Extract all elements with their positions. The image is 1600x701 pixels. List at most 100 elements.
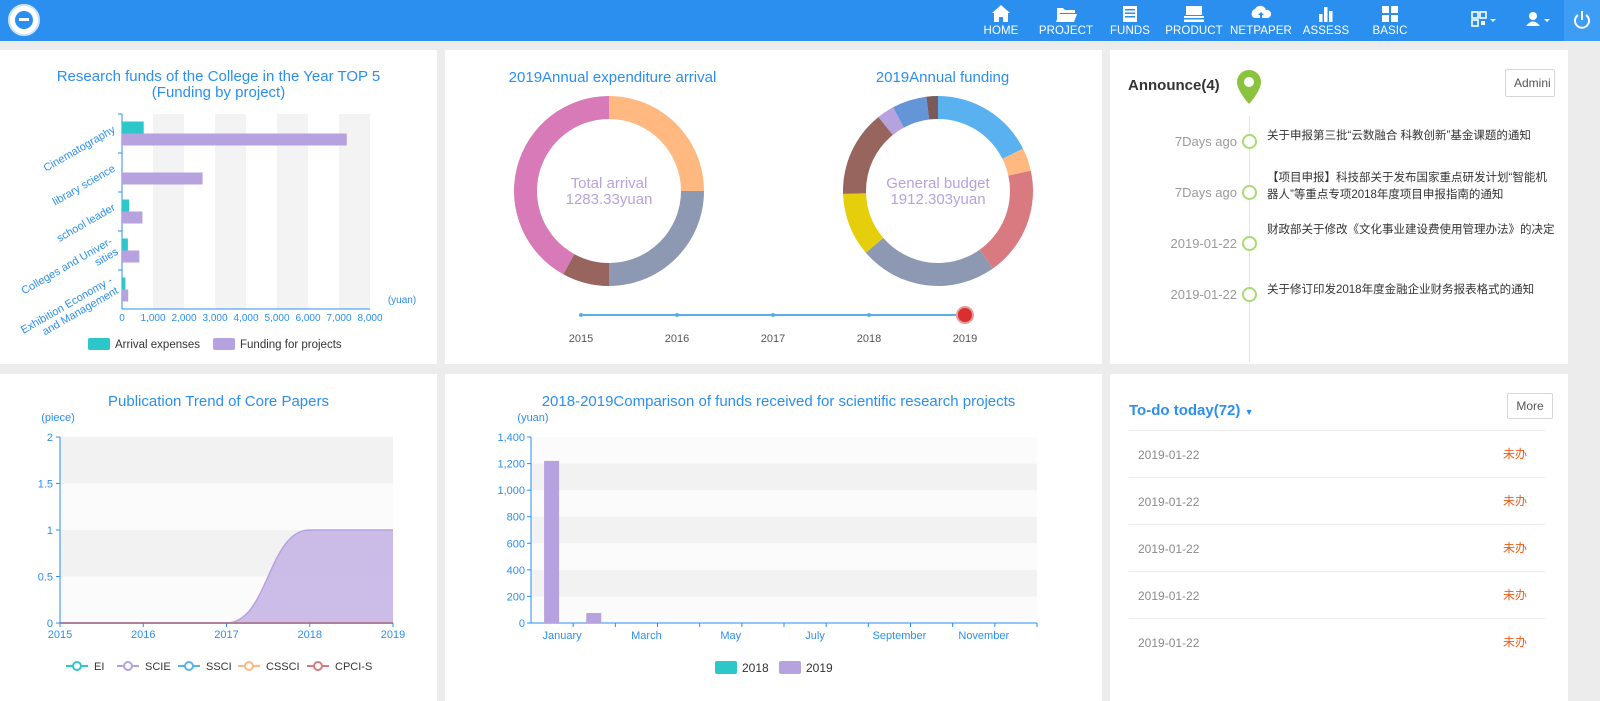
timeline-year-label: 2017 bbox=[761, 333, 785, 345]
y-tick-label: 1.5 bbox=[38, 479, 53, 491]
bar-funding bbox=[122, 289, 129, 302]
todo-status: 未办 bbox=[1502, 541, 1527, 555]
announce-date: 2019-01-22 bbox=[1170, 287, 1238, 302]
todo-date: 2019-01-22 bbox=[1138, 495, 1200, 509]
nav-funds-label: FUNDS bbox=[1109, 25, 1151, 37]
stack-icon bbox=[1184, 6, 1204, 22]
x-tick-label: 6,000 bbox=[295, 313, 320, 324]
cloud-upload-icon bbox=[1251, 5, 1272, 22]
bar-funding bbox=[122, 211, 143, 224]
timeline-tick bbox=[771, 313, 775, 317]
nav-home[interactable]: HOME bbox=[976, 0, 1026, 41]
legend-swatch-2018 bbox=[715, 661, 737, 674]
top5-funds-panel: Research funds of the College in the Yea… bbox=[0, 50, 437, 364]
legend-swatch-funding bbox=[213, 338, 235, 350]
user-icon bbox=[1526, 12, 1550, 26]
todo-title[interactable]: To-do today(72) ▼ bbox=[1129, 402, 1253, 419]
grid-band bbox=[60, 437, 393, 484]
more-button[interactable]: More bbox=[1507, 393, 1553, 419]
todo-status: 未办 bbox=[1502, 588, 1527, 602]
announce-date: 2019-01-22 bbox=[1170, 236, 1238, 251]
timeline-node bbox=[1242, 134, 1257, 149]
nav-product[interactable]: PRODUCT bbox=[1164, 0, 1224, 41]
y-axis-unit: (piece) bbox=[41, 412, 75, 424]
funds-comparison-title: 2018-2019Comparison of funds received fo… bbox=[541, 393, 1016, 410]
grid-band bbox=[531, 516, 1037, 544]
qrcode-icon bbox=[1471, 11, 1496, 27]
nav-basic-label: BASIC bbox=[1372, 25, 1408, 37]
x-tick-label: July bbox=[805, 630, 825, 642]
core-papers-panel: Publication Trend of Core Papers 0 0.5 1 1.… bbox=[0, 374, 437, 701]
nav-funds[interactable]: FUNDS bbox=[1106, 0, 1154, 41]
x-tick-label: May bbox=[720, 630, 741, 642]
y-tick-label: 1,400 bbox=[497, 432, 525, 444]
todo-item[interactable]: 2019-01-22 未办 bbox=[1129, 571, 1545, 618]
y-tick-label: 600 bbox=[507, 538, 525, 550]
arrival-donut-slice bbox=[514, 96, 609, 275]
legend-label: SCIE bbox=[145, 661, 171, 673]
nav-project-label: PROJECT bbox=[1038, 25, 1094, 37]
legend-label-2019: 2019 bbox=[806, 661, 833, 675]
x-tick-label: 8,000 bbox=[357, 313, 382, 324]
todo-item[interactable]: 2019-01-22 未办 bbox=[1129, 477, 1545, 524]
todo-date: 2019-01-22 bbox=[1138, 636, 1200, 650]
nav-project[interactable]: PROJECT bbox=[1036, 0, 1096, 41]
power-icon bbox=[1574, 11, 1590, 29]
funding-donut-slice bbox=[893, 96, 930, 128]
y-tick-label: 0 bbox=[47, 618, 53, 630]
user-menu[interactable] bbox=[1524, 10, 1552, 31]
grid-band bbox=[277, 114, 308, 309]
bar-funding bbox=[122, 250, 140, 263]
legend-marker bbox=[244, 661, 254, 671]
announce-text: 财政部关于修改《文化事业建设费使用管理办法》的决定 bbox=[1267, 224, 1555, 236]
series-area-scie bbox=[60, 530, 393, 623]
arrival-donut-center-value: 1283.33yuan bbox=[566, 191, 653, 208]
funds-comparison-panel: 2018-2019Comparison of funds received fo… bbox=[445, 374, 1102, 701]
funding-donut-slice bbox=[1002, 148, 1031, 176]
todo-item[interactable]: 2019-01-22 未办 bbox=[1129, 430, 1545, 477]
y-tick-label: 800 bbox=[507, 512, 525, 524]
top-nav-bar: HOME PROJECT FUNDS PRODUCT NETPAPER ASSE… bbox=[0, 0, 1600, 41]
todo-status: 未办 bbox=[1502, 447, 1527, 461]
legend-swatch-2019 bbox=[779, 661, 801, 674]
university-logo[interactable] bbox=[8, 4, 40, 36]
timeline-node bbox=[1242, 236, 1257, 251]
grid-band bbox=[531, 569, 1037, 597]
bar-funding bbox=[122, 172, 203, 185]
grid-band bbox=[531, 490, 1037, 517]
announce-title: Announce(4) bbox=[1128, 77, 1220, 94]
x-tick-label: 0 bbox=[119, 313, 125, 324]
logout-button[interactable] bbox=[1564, 0, 1600, 41]
grid-band bbox=[531, 437, 1037, 464]
timeline-tick bbox=[579, 313, 583, 317]
admin-button[interactable]: Admini bbox=[1505, 69, 1555, 97]
todo-title-text: To-do today(72) bbox=[1129, 402, 1241, 419]
qrcode-menu[interactable] bbox=[1470, 10, 1498, 31]
todo-status: 未办 bbox=[1502, 635, 1527, 649]
x-tick-label: 5,000 bbox=[264, 313, 289, 324]
todo-panel: To-do today(72) ▼ More 2019-01-22 未办 201… bbox=[1110, 374, 1568, 701]
funding-donut-slice bbox=[938, 96, 1024, 159]
timeline-year-label: 2019 bbox=[953, 333, 977, 345]
x-tick-label: January bbox=[543, 630, 583, 642]
todo-date: 2019-01-22 bbox=[1138, 589, 1200, 603]
legend-marker bbox=[184, 661, 194, 671]
y-tick-label: 2 bbox=[47, 432, 53, 444]
todo-item[interactable]: 2019-01-22 未办 bbox=[1129, 524, 1545, 571]
nav-netpaper[interactable]: NETPAPER bbox=[1228, 0, 1294, 41]
x-tick-label: 2018 bbox=[298, 629, 322, 641]
timeline-year-label: 2015 bbox=[569, 333, 593, 345]
y-axis-unit: (yuan) bbox=[517, 412, 548, 424]
announce-panel: Announce(4) Admini 7Days ago 关于申报第三批“云数融… bbox=[1110, 50, 1568, 364]
funding-donut-slice bbox=[926, 96, 938, 120]
timeline-year-label: 2018 bbox=[857, 333, 881, 345]
todo-item[interactable]: 2019-01-22 未办 bbox=[1129, 618, 1545, 665]
y-tick-label: 1 bbox=[47, 525, 53, 537]
nav-assess[interactable]: ASSESS bbox=[1300, 0, 1352, 41]
nav-basic[interactable]: BASIC bbox=[1364, 0, 1416, 41]
caret-down-icon: ▼ bbox=[1244, 407, 1254, 417]
legend-label: CSSCI bbox=[266, 661, 300, 673]
x-tick-label: 4,000 bbox=[233, 313, 258, 324]
timeline-node bbox=[1242, 287, 1257, 302]
